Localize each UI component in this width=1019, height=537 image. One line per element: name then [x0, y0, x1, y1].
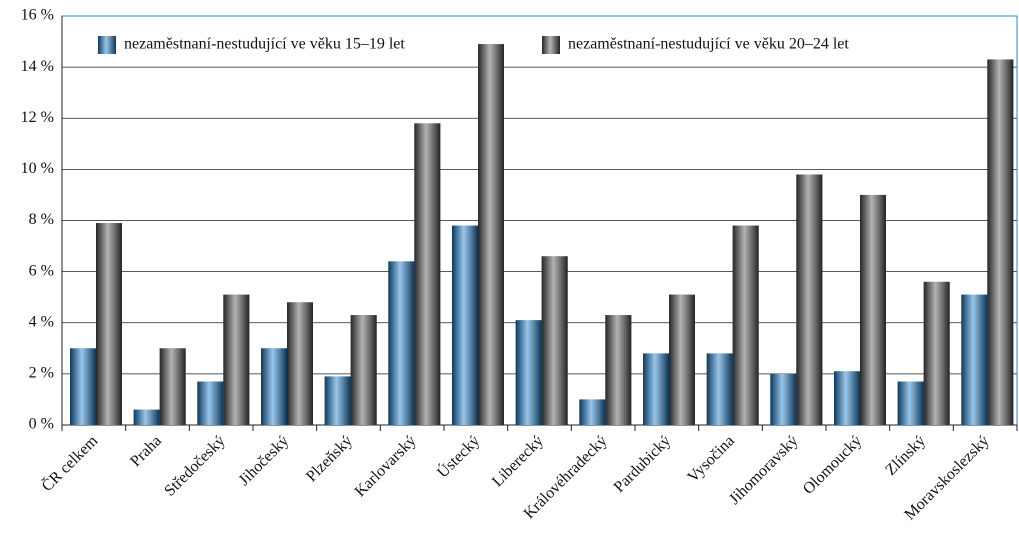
y-tick-label: 6 % — [29, 262, 54, 279]
bar-shade — [643, 353, 669, 425]
bar-shade — [732, 225, 759, 425]
y-tick-label: 12 % — [21, 109, 54, 126]
bar-shade — [605, 315, 632, 425]
x-tick-label: Vysočina — [684, 432, 737, 485]
x-tick-label: ČR celkem — [37, 431, 101, 495]
y-tick-label: 8 % — [29, 211, 54, 228]
legend-label: nezaměstnaní-nestudující ve věku 20–24 l… — [568, 36, 849, 53]
bar-shade — [96, 223, 122, 425]
bar-shade — [706, 353, 733, 425]
y-tick-label: 4 % — [29, 313, 54, 330]
bar-shade — [223, 294, 250, 425]
y-tick-label: 16 % — [21, 7, 54, 24]
bar-shade — [70, 348, 96, 425]
bar-shade — [897, 381, 924, 425]
bar-shade — [388, 261, 415, 425]
bar-shade — [860, 194, 886, 425]
bar-shade — [923, 281, 950, 425]
bar-shade — [515, 320, 542, 425]
x-tick-label: Olomoucký — [800, 432, 865, 497]
x-tick-label: Jihočeský — [236, 432, 293, 489]
legend-swatch-shade — [542, 36, 560, 54]
bar-shade — [478, 44, 504, 426]
x-tick-label: Jihomoravský — [726, 432, 802, 508]
bar-shade — [159, 348, 186, 425]
y-tick-label: 0 % — [29, 416, 54, 433]
legend-label: nezaměstnaní-nestudující ve věku 15–19 l… — [124, 36, 405, 53]
bar-shade — [452, 225, 478, 425]
x-tick-label: Liberecký — [489, 432, 547, 490]
bar-shade — [197, 381, 224, 425]
y-tick-label: 2 % — [29, 365, 54, 382]
bar-shade — [770, 373, 797, 425]
bar-shade — [261, 348, 287, 425]
bar-shade — [414, 123, 441, 426]
x-tick-label: Středočeský — [161, 432, 228, 499]
bar-shade — [987, 59, 1014, 426]
bar-shade — [541, 256, 568, 425]
y-tick-label: 14 % — [21, 58, 54, 75]
bar-shade — [796, 174, 823, 425]
x-tick-label: Plzeňský — [303, 432, 356, 485]
x-tick-label: Praha — [127, 432, 165, 470]
bar-shade — [669, 294, 695, 425]
bar-shade — [350, 315, 377, 425]
bar-shade — [961, 294, 988, 425]
bar-shade — [133, 409, 160, 425]
legend-swatch-shade — [98, 36, 116, 54]
x-tick-label: Zlínský — [882, 432, 929, 479]
bar-shade — [324, 376, 351, 425]
bar-shade — [579, 399, 606, 425]
bar-shade — [834, 371, 860, 425]
bar-shade — [287, 302, 313, 425]
y-tick-label: 10 % — [21, 160, 54, 177]
x-tick-label: Karlovarský — [352, 432, 420, 500]
x-tick-label: Pardubický — [611, 432, 675, 496]
x-tick-label: Ústecký — [433, 431, 484, 482]
